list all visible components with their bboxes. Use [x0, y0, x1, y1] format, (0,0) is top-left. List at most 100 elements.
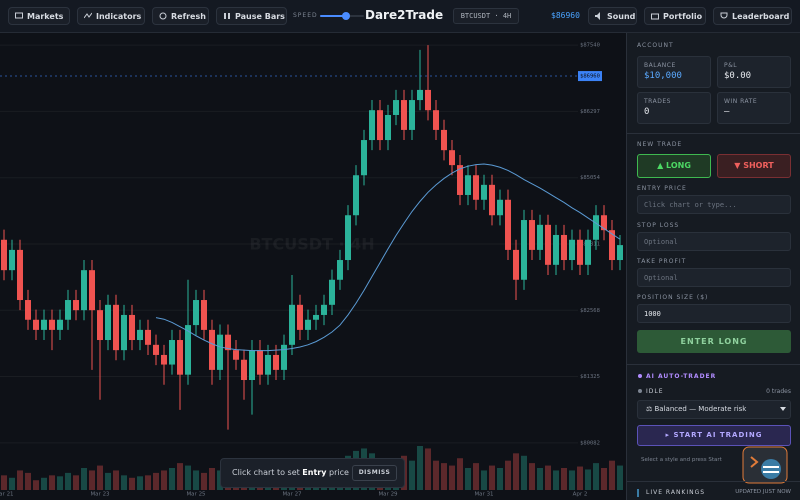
- start-ai-button[interactable]: ▸ START AI TRADING: [637, 425, 791, 446]
- toast: Click chart to set Entry price DISMISS: [220, 458, 405, 488]
- candle-body: [225, 334, 231, 351]
- candle-body: [321, 304, 327, 315]
- volume-bar: [433, 460, 439, 490]
- price-chart[interactable]: BTCUSDT · 4H $87540$86297$85054$83811$82…: [0, 33, 625, 500]
- current-price: $86960: [551, 11, 580, 20]
- volume-bar: [49, 475, 55, 490]
- x-tick-label: Mar 31: [474, 492, 493, 498]
- stat-label: TRADES: [644, 98, 671, 105]
- volume-bar: [553, 470, 559, 490]
- entry-input[interactable]: Click chart or type...: [637, 195, 791, 214]
- candle-body: [185, 325, 191, 375]
- candle-body: [41, 319, 47, 330]
- candle-body: [329, 279, 335, 305]
- x-tick-label: Mar 23: [90, 492, 110, 498]
- stat-box: P&L $0.00: [717, 56, 791, 88]
- enter-button[interactable]: ENTER LONG: [637, 330, 791, 353]
- select-arrow: [780, 407, 786, 411]
- x-tick-label: Mar 25: [186, 492, 206, 498]
- volume-bar: [81, 468, 87, 490]
- candle-body: [297, 304, 303, 330]
- speed-slider[interactable]: [320, 10, 364, 22]
- volume-bar: [601, 468, 607, 490]
- volume-bar: [521, 455, 527, 490]
- candle-body: [57, 319, 63, 330]
- volume-bar: [561, 468, 567, 490]
- volume-bar: [33, 480, 39, 490]
- button-label: Sound: [607, 11, 636, 21]
- pause-button[interactable]: Pause Bars: [216, 7, 287, 25]
- take-input[interactable]: Optional: [637, 268, 791, 287]
- refresh-button[interactable]: Refresh: [152, 7, 209, 25]
- button-label: Leaderboard: [732, 11, 790, 21]
- candle-body: [545, 224, 551, 265]
- volume-bar: [457, 458, 463, 490]
- stat-value: —: [724, 107, 730, 117]
- volume-bar: [25, 472, 31, 490]
- candle-body: [121, 314, 127, 351]
- candle-body: [537, 224, 543, 250]
- volume-bar: [97, 465, 103, 490]
- candle-body: [489, 184, 495, 216]
- volume-bar: [17, 470, 23, 490]
- candle-body: [81, 270, 87, 311]
- short-button[interactable]: ▼ SHORT: [717, 154, 791, 178]
- long-button[interactable]: ▲ LONG: [637, 154, 711, 178]
- candle-body: [361, 140, 367, 176]
- dismiss-button[interactable]: DISMISS: [352, 465, 397, 481]
- markets-button[interactable]: Markets: [8, 7, 70, 25]
- field-label: ENTRY PRICE: [637, 185, 687, 192]
- updated-label: UPDATED JUST NOW: [735, 489, 791, 495]
- candle-body: [609, 230, 615, 261]
- y-tick-label: $82568: [580, 308, 600, 314]
- stop-input[interactable]: Optional: [637, 232, 791, 251]
- candle-body: [401, 100, 407, 130]
- volume-bar: [89, 470, 95, 490]
- volume-bar: [513, 453, 519, 490]
- separator: [627, 133, 800, 134]
- volume-bar: [153, 472, 159, 490]
- stat-value: 0: [644, 107, 650, 117]
- volume-bar: [481, 470, 487, 490]
- slider-fill: [320, 15, 346, 17]
- volume-bar: [425, 448, 431, 490]
- sidebar: ACCOUNT BALANCE $10,000 P&L $0.00 TRADES 0 …: [626, 33, 800, 500]
- style-select[interactable]: ⚖ Balanced — Moderate risk: [637, 400, 791, 419]
- field-label: POSITION SIZE ($): [637, 294, 709, 301]
- volume-bar: [593, 463, 599, 490]
- rankings-marker: [637, 489, 639, 497]
- stat-box: BALANCE $10,000: [637, 56, 711, 88]
- candle-body: [153, 344, 159, 355]
- sound-button[interactable]: Sound: [588, 7, 637, 25]
- candle-body: [241, 359, 247, 381]
- candle-body: [433, 110, 439, 130]
- candle-body: [1, 239, 7, 271]
- y-tick-label: $81325: [580, 374, 600, 380]
- x-tick-label: Mar 27: [282, 492, 302, 498]
- candle-body: [217, 334, 223, 370]
- volume-bar: [449, 465, 455, 490]
- indicators-button[interactable]: Indicators: [77, 7, 145, 25]
- leaderboard-button[interactable]: Leaderboard: [713, 7, 792, 25]
- last-price-label: $86960: [580, 74, 600, 80]
- stat-box: TRADES 0: [637, 92, 711, 124]
- toast-text: price: [329, 468, 349, 477]
- candle-body: [265, 354, 271, 375]
- size-input[interactable]: 1000: [637, 304, 791, 323]
- portfolio-button[interactable]: Portfolio: [644, 7, 706, 25]
- candle-body: [497, 199, 503, 216]
- button-label: Portfolio: [663, 11, 703, 21]
- ai-status: IDLE: [646, 388, 664, 395]
- candle-body: [249, 350, 255, 381]
- candle-body: [505, 199, 511, 250]
- candle-body: [25, 300, 31, 320]
- pair-badge: BTCUSDT · 4H: [453, 8, 519, 24]
- candle-body: [65, 300, 71, 320]
- x-tick-label: Apr 2: [573, 492, 588, 498]
- volume-bar: [577, 466, 583, 490]
- volume-bar: [409, 460, 415, 490]
- x-tick-label: Mar 29: [378, 492, 398, 498]
- y-tick-label: $87540: [580, 43, 600, 49]
- y-tick-label: $86297: [580, 109, 600, 115]
- candle-body: [617, 245, 623, 261]
